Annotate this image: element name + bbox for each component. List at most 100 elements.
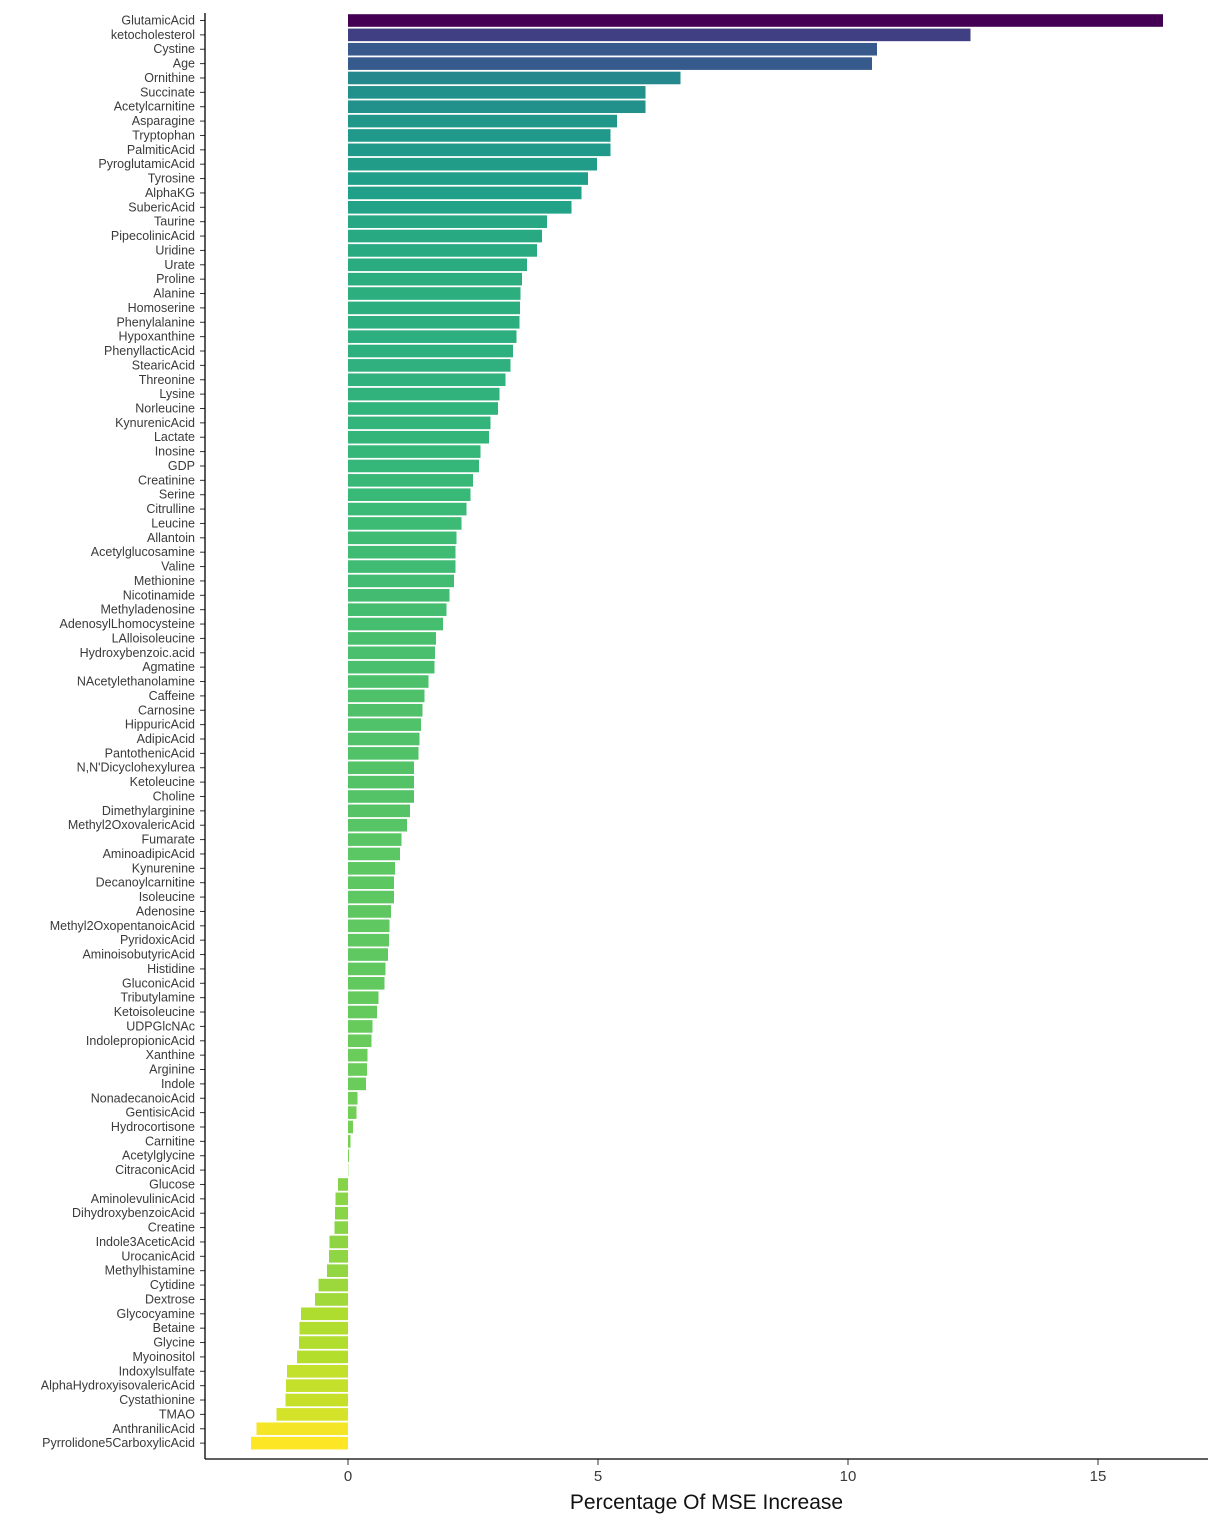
bar [348, 646, 435, 660]
y-tick-label: Inosine [155, 445, 195, 459]
bar [348, 445, 481, 458]
bar [348, 186, 582, 200]
bar [348, 1120, 353, 1134]
bar [348, 244, 537, 257]
bar [348, 847, 400, 861]
y-tick-label: LAlloisoleucine [112, 631, 195, 645]
bar [338, 1178, 348, 1191]
y-tick-label: Cystathionine [119, 1393, 195, 1407]
bar [348, 1106, 357, 1119]
bar [299, 1321, 348, 1335]
bar [348, 157, 597, 171]
y-tick-label: PantothenicAcid [105, 746, 195, 760]
bar [348, 143, 611, 157]
y-tick-label: PipecolinicAcid [111, 229, 195, 243]
y-tick-label: Myoinositol [132, 1350, 195, 1364]
bar [251, 1436, 348, 1450]
bar [348, 272, 522, 286]
y-tick-label: AdipicAcid [137, 732, 195, 746]
bar [348, 215, 547, 228]
bar [348, 675, 429, 688]
bar [348, 129, 611, 142]
bar [348, 344, 513, 358]
y-tick-label: Taurine [154, 215, 195, 229]
y-tick-label: Caffeine [149, 689, 195, 703]
y-tick-label: KynurenicAcid [115, 416, 195, 430]
bar [348, 862, 395, 875]
bar [348, 747, 419, 760]
bar [348, 603, 447, 616]
bar [348, 775, 414, 789]
bar [348, 991, 379, 1004]
bar [327, 1264, 348, 1277]
bar [348, 933, 389, 947]
y-tick-label: SubericAcid [128, 200, 195, 214]
y-tick-label: Methyl2OxovalericAcid [68, 818, 195, 832]
y-tick-label: N,N'Dicyclohexylurea [77, 761, 195, 775]
y-tick-label: Asparagine [132, 114, 195, 128]
bar [348, 948, 388, 961]
bar [348, 517, 462, 530]
bar [348, 1020, 373, 1033]
y-tick-label: Indoxylsulfate [119, 1364, 195, 1378]
y-tick-label: Homoserine [128, 301, 195, 315]
y-tick-label: Xanthine [146, 1048, 195, 1062]
y-tick-label: UDPGlcNAc [126, 1019, 195, 1033]
bar [334, 1221, 348, 1234]
y-tick-label: TMAO [159, 1407, 195, 1421]
y-tick-label: Hypoxanthine [119, 330, 195, 344]
bar [348, 833, 402, 846]
bar [348, 1048, 368, 1062]
y-tick-label: Methyladenosine [100, 603, 195, 617]
y-tick-label: GluconicAcid [122, 976, 195, 990]
bar [348, 57, 872, 70]
y-tick-label: Ketoleucine [130, 775, 195, 789]
y-tick-label: Kynurenine [132, 861, 195, 875]
y-tick-label: Phenylalanine [116, 315, 195, 329]
bar [329, 1250, 348, 1263]
y-tick-label: PhenyllacticAcid [104, 344, 195, 358]
y-tick-label: Threonine [139, 373, 195, 387]
bar [348, 172, 588, 185]
bar [348, 402, 498, 415]
y-tick-label: AminoisobutyricAcid [82, 948, 195, 962]
bar [348, 1077, 366, 1091]
bar [348, 1063, 367, 1076]
bar [287, 1364, 348, 1378]
y-tick-label: Hydrocortisone [111, 1120, 195, 1134]
y-tick-label: Agmatine [142, 660, 195, 674]
bar [348, 545, 456, 559]
bar [348, 474, 473, 487]
y-tick-label: Indole [161, 1077, 195, 1091]
bar [348, 1034, 372, 1048]
y-tick-label: Lysine [159, 387, 195, 401]
bar [348, 71, 681, 85]
x-axis-title: Percentage Of MSE Increase [570, 1491, 843, 1514]
y-tick-label: Creatine [148, 1221, 195, 1235]
bar [348, 718, 421, 731]
y-tick-label: Proline [156, 272, 195, 286]
y-tick-label: Succinate [140, 85, 195, 99]
bar [348, 315, 520, 329]
y-tick-label: GDP [168, 459, 195, 473]
bar [348, 574, 454, 588]
bar [348, 589, 450, 602]
bar [299, 1336, 348, 1349]
y-tick-label: StearicAcid [132, 358, 195, 372]
bar [348, 114, 617, 128]
bars-group [251, 14, 1163, 1450]
y-tick-label: AminoadipicAcid [103, 847, 195, 861]
bar [348, 761, 414, 775]
bar [335, 1192, 348, 1206]
y-tick-label: Dextrose [145, 1292, 195, 1306]
bar [348, 416, 491, 430]
y-tick-label: Cystine [153, 42, 195, 56]
bar [348, 229, 542, 243]
bar [348, 201, 572, 214]
y-tick-label: DihydroxybenzoicAcid [72, 1206, 195, 1220]
bar [348, 919, 390, 933]
bar [348, 632, 436, 645]
x-tick-label: 5 [594, 1468, 602, 1485]
y-tick-label: GentisicAcid [126, 1106, 196, 1120]
